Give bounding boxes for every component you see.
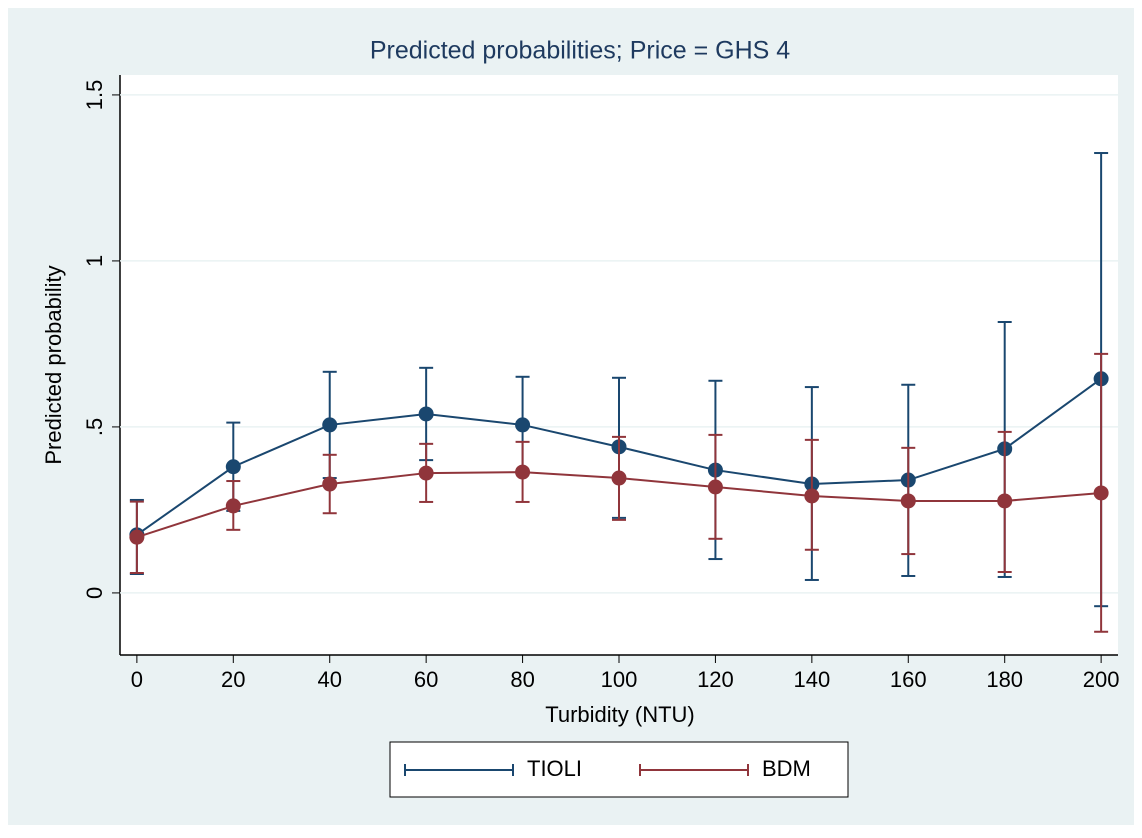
x-tick-label: 40 [317,667,341,692]
point [225,459,241,475]
point [322,476,338,492]
y-tick-label: 1 [82,255,107,267]
chart-title: Predicted probabilities; Price = GHS 4 [370,37,790,65]
point [418,465,434,481]
point [900,493,916,509]
x-tick-label: 120 [697,667,734,692]
point [997,493,1013,509]
plot-area [120,75,1118,655]
point [804,488,820,504]
legend-label: BDM [762,756,811,781]
x-axis-label: Turbidity (NTU) [545,702,695,727]
x-tick-label: 80 [510,667,534,692]
legend-label: TIOLI [527,756,582,781]
y-tick-label: .5 [82,418,107,436]
x-tick-label: 20 [221,667,245,692]
y-tick-label: 0 [82,587,107,599]
x-tick-label: 200 [1083,667,1120,692]
point [707,479,723,495]
x-tick-label: 100 [601,667,638,692]
x-tick-label: 160 [890,667,927,692]
point [1093,485,1109,501]
x-tick-label: 180 [986,667,1023,692]
y-axis-label: Predicted probability [41,265,66,464]
point [322,417,338,433]
point [611,470,627,486]
point [129,529,145,545]
point [418,406,434,422]
x-tick-label: 60 [414,667,438,692]
x-tick-label: 140 [793,667,830,692]
y-tick-label: 1.5 [82,80,107,111]
point [225,498,241,514]
point [515,417,531,433]
x-tick-label: 0 [131,667,143,692]
point [515,464,531,480]
